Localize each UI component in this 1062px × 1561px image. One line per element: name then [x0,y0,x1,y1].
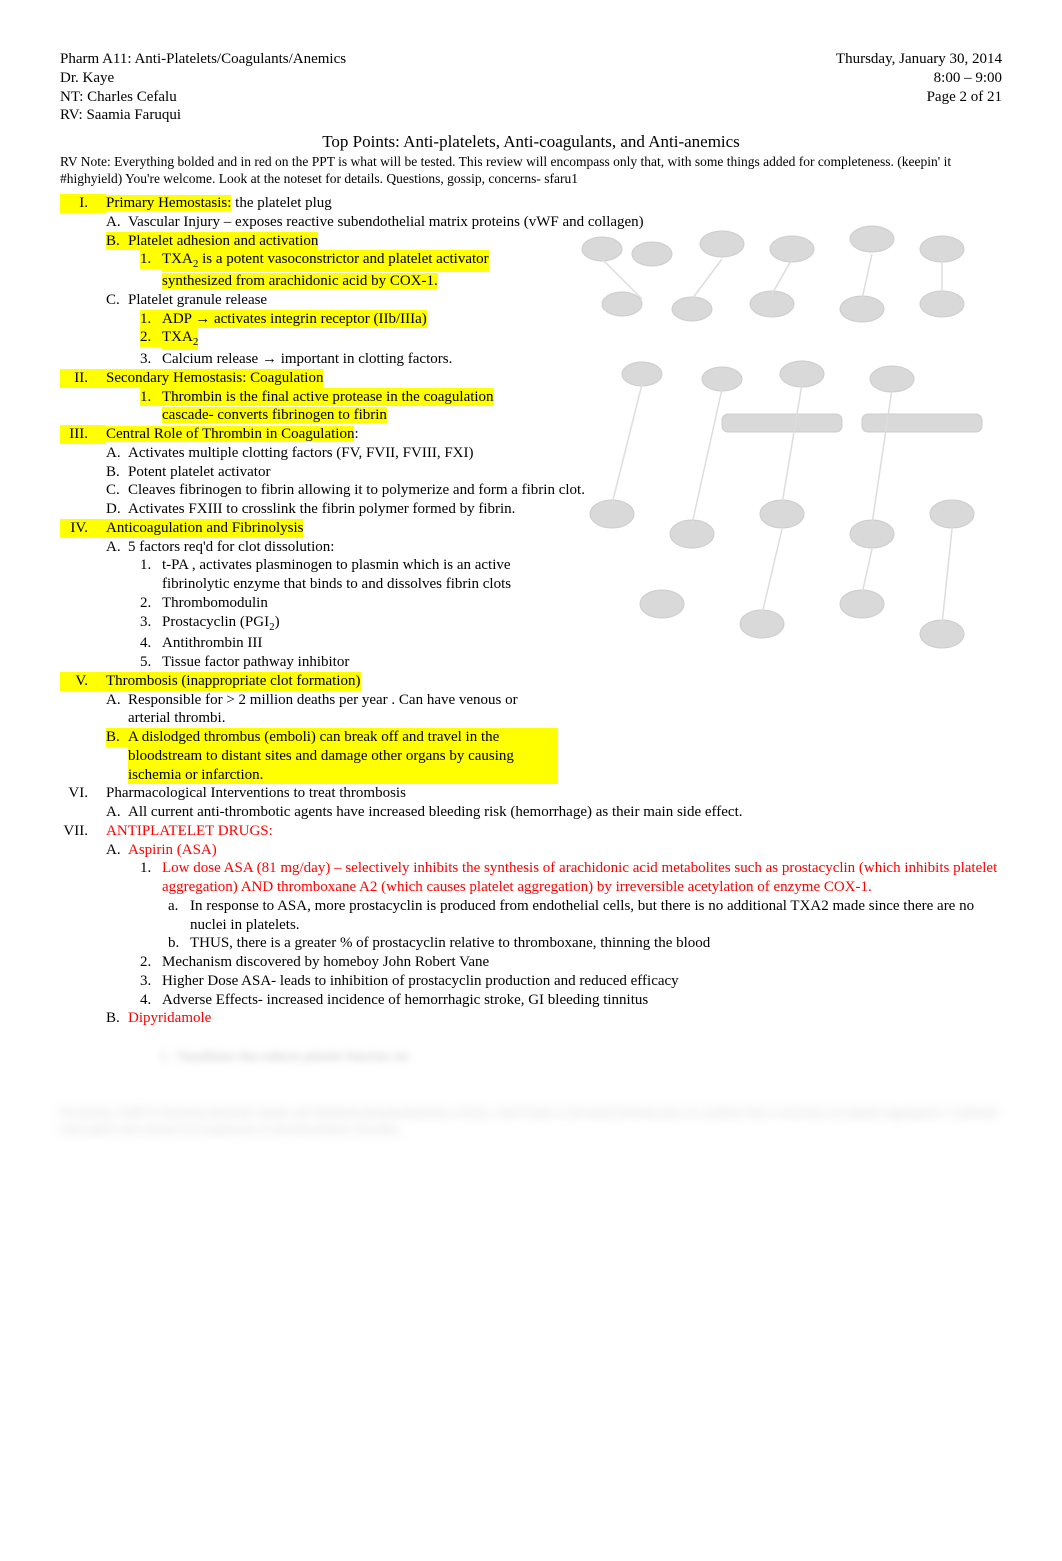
section-III-title: Central Role of Thrombin in Coagulation: [106,425,359,444]
VI-A-text: All current anti-thrombotic agents have … [128,803,743,822]
I-B-1-text: TXA2 is a potent vasoconstrictor and pla… [162,250,489,272]
page-number: Page 2 of 21 [836,88,1002,107]
IV-A-3-text: Prostacyclin (PGI2) [162,613,280,635]
section-V-title: Thrombosis (inappropriate clot formation… [106,672,361,691]
II-1-b: cascade- converts fibrinogen to fibrin [162,407,387,423]
header-left: Pharm A11: Anti-Platelets/Coagulants/Ane… [60,50,346,125]
roman-V: V. [60,672,106,691]
outline-body: I. Primary Hemostasis: the platelet plug… [60,194,1002,1064]
IV-A-text: 5 factors req'd for clot dissolution: [128,538,334,557]
blurred-footer: Increasing cAMP by blocking adenosine up… [60,1104,1002,1138]
I-B-1-a: TXA [162,251,193,267]
VII-A-1-text: Low dose ASA (81 mg/day) – selectively i… [162,859,1002,897]
rv-name: RV: Saamia Faruqui [60,106,346,125]
roman-VII: VII. [60,822,106,841]
section-IV-title: Anticoagulation and Fibrinolysis [106,519,303,538]
III-A-text: Activates multiple clotting factors (FV,… [128,444,474,463]
section-I-title-hl: Primary Hemostasis: [106,195,231,211]
VII-B-text: Dipyridamole [128,1009,211,1028]
VI-A: A.All current anti-thrombotic agents hav… [60,803,1002,822]
section-VII-title: ANTIPLATELET DRUGS: [106,822,273,841]
VII-A: A.Aspirin (ASA) [60,841,1002,860]
III-D-text: Activates FXIII to crosslink the fibrin … [128,500,515,519]
II-1-text: Thrombin is the final active protease in… [162,388,494,407]
IV-A-4-text: Antithrombin III [162,634,262,653]
section-VII: VII. ANTIPLATELET DRUGS: [60,822,1002,841]
VII-A-1: 1.Low dose ASA (81 mg/day) – selectively… [60,859,1002,897]
III-C-text: Cleaves fibrinogen to fibrin allowing it… [128,481,585,500]
rv-note: RV Note: Everything bolded and in red on… [60,154,1002,188]
roman-II: II. [60,369,106,388]
IV-A-1-text: t-PA , activates plasminogen to plasmin … [162,556,562,594]
time-text: 8:00 – 9:00 [836,69,1002,88]
section-III-title-hl: Central Role of Thrombin in Coagulation [106,426,354,442]
section-II-title: Secondary Hemostasis: Coagulation [106,369,323,388]
page-header: Pharm A11: Anti-Platelets/Coagulants/Ane… [60,50,1002,125]
roman-III: III. [60,425,106,444]
nt-name: NT: Charles Cefalu [60,88,346,107]
VII-A-4-text: Adverse Effects- increased incidence of … [162,991,648,1010]
I-C-text: Platelet granule release [128,291,267,310]
section-VI: VI. Pharmacological Interventions to tre… [60,784,1002,803]
I-B-1-b: is a potent vasoconstrictor and platelet… [198,251,488,267]
VII-A-2-text: Mechanism discovered by homeboy John Rob… [162,953,489,972]
IV-A-5-text: Tissue factor pathway inhibitor [162,653,349,672]
VII-A-text: Aspirin (ASA) [128,841,217,860]
roman-I: I. [60,194,106,213]
blurred-line-1: 1. Vasodilator that reduces platelet fun… [60,1048,1002,1064]
V-B: B.A dislodged thrombus (emboli) can brea… [60,728,1002,784]
I-C-1-text: ADP → activates integrin receptor (IIb/I… [162,310,427,329]
VII-A-1-a-text: In response to ASA, more prostacyclin is… [190,897,1002,935]
VII-A-3-text: Higher Dose ASA- leads to inhibition of … [162,972,679,991]
section-I-title: Primary Hemostasis: the platelet plug [106,194,332,213]
V-A: A.Responsible for > 2 million deaths per… [60,691,1002,729]
header-right: Thursday, January 30, 2014 8:00 – 9:00 P… [836,50,1002,125]
I-B-text: Platelet adhesion and activation [128,232,318,251]
roman-IV: IV. [60,519,106,538]
course-title: Pharm A11: Anti-Platelets/Coagulants/Ane… [60,50,346,69]
VII-A-1-a: a.In response to ASA, more prostacyclin … [60,897,1002,935]
VII-B-1-text: Vasodilator that reduces platelet functi… [176,1048,408,1063]
I-C-3-text: Calcium release → important in clotting … [162,350,452,369]
doctor-name: Dr. Kaye [60,69,346,88]
I-C-2-text: TXA2 [162,328,198,350]
VII-A-4: 4.Adverse Effects- increased incidence o… [60,991,1002,1010]
III-B-text: Potent platelet activator [128,463,270,482]
hemostasis-diagram [542,204,1022,694]
roman-VI: VI. [60,784,106,803]
I-B-1-c: synthesized from arachidonic acid by COX… [162,273,438,289]
I-C-2-a: TXA [162,329,193,345]
V-B-text: A dislodged thrombus (emboli) can break … [128,728,558,784]
VII-A-2: 2.Mechanism discovered by homeboy John R… [60,953,1002,972]
V-A-text: Responsible for > 2 million deaths per y… [128,691,528,729]
section-VI-title: Pharmacological Interventions to treat t… [106,784,406,803]
VII-B: B.Dipyridamole [60,1009,1002,1028]
VII-A-1-b: b.THUS, there is a greater % of prostacy… [60,934,1002,953]
IV-A-2-text: Thrombomodulin [162,594,268,613]
VII-A-3: 3.Higher Dose ASA- leads to inhibition o… [60,972,1002,991]
IV-A-3a: Prostacyclin (PGI [162,614,269,630]
IV-A-3b: ) [275,614,280,630]
page-title: Top Points: Anti-platelets, Anti-coagula… [60,131,1002,152]
VII-A-1-b-text: THUS, there is a greater % of prostacycl… [190,934,710,953]
section-I-title-rest: the platelet plug [231,195,331,211]
date-text: Thursday, January 30, 2014 [836,50,1002,69]
